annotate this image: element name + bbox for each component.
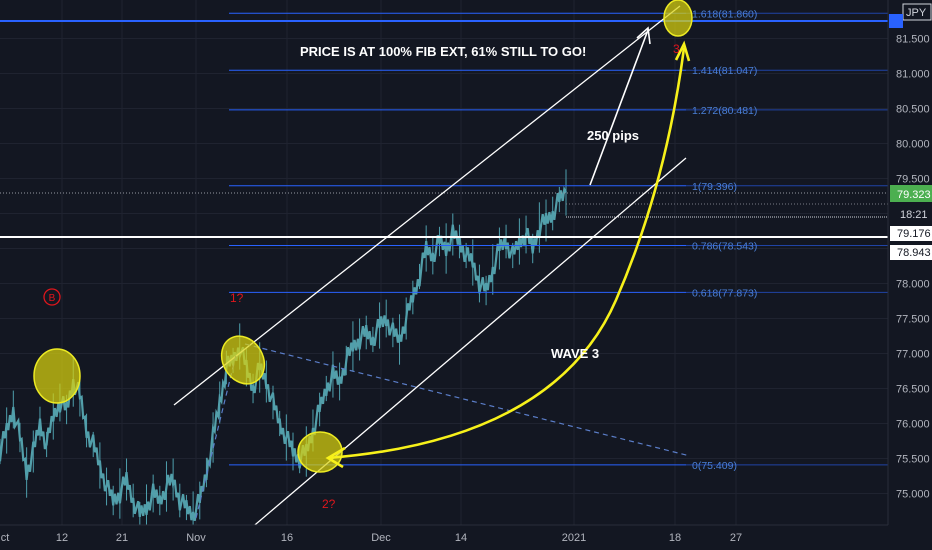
highlight-ellipse-w3 bbox=[663, 0, 693, 37]
symbol-tag-box[interactable] bbox=[902, 3, 932, 21]
time-axis-ticks: ct 12 21 Nov 16 Dec 14 2021 18 27 bbox=[1, 532, 742, 544]
fib-level-label: 1.414(81.047) bbox=[692, 65, 757, 77]
wave3-curve-arrow bbox=[327, 47, 686, 460]
dashed-wave1-line bbox=[195, 354, 237, 519]
price-axis-panel[interactable] bbox=[888, 0, 932, 525]
x-tick-label: 21 bbox=[116, 532, 128, 544]
level-b-tag: 78.943 bbox=[897, 247, 931, 259]
title-annotation: PRICE IS AT 100% FIB EXT, 61% STILL TO G… bbox=[300, 44, 586, 59]
y-tick-label: 77.000 bbox=[896, 349, 930, 361]
highlight-ellipse-w1 bbox=[220, 335, 266, 385]
symbol-tag[interactable]: JPY bbox=[906, 7, 927, 19]
wave3-arrow-head-top bbox=[674, 40, 691, 62]
y-tick-label: 81.000 bbox=[896, 69, 930, 81]
fib-level-label: 0.618(77.873) bbox=[692, 287, 757, 299]
x-tick-label: Nov bbox=[186, 532, 206, 544]
time-axis-panel[interactable] bbox=[0, 525, 932, 550]
grid-horizontal bbox=[0, 38, 888, 494]
current-price-tag: 79.323 bbox=[897, 189, 931, 201]
fib-level-label: 1(79.396) bbox=[692, 181, 737, 193]
price-series-line bbox=[0, 185, 567, 522]
dashed-downtrend-line bbox=[244, 343, 691, 457]
pips-arrow-head bbox=[636, 26, 651, 45]
x-tick-label: 27 bbox=[730, 532, 742, 544]
wave-label-3: 3 bbox=[673, 42, 680, 56]
y-tick-label: 75.000 bbox=[896, 489, 930, 501]
fib-level-label: 0.786(78.543) bbox=[692, 240, 757, 252]
countdown-tag: 18:21 bbox=[900, 209, 928, 221]
grid-vertical bbox=[61, 0, 737, 525]
channel-upper-line[interactable] bbox=[173, 5, 681, 406]
x-tick-label: ct bbox=[1, 532, 10, 544]
wave-label-b: B bbox=[49, 293, 56, 304]
wave3-arrow-head-bottom bbox=[325, 446, 346, 469]
level-a-tag: 79.176 bbox=[897, 228, 931, 240]
wave-label-2: 2? bbox=[322, 497, 336, 511]
fib-top-tag-box bbox=[889, 14, 903, 28]
y-tick-label: 75.500 bbox=[896, 454, 930, 466]
y-tick-label: 77.500 bbox=[896, 314, 930, 326]
x-tick-label: 18 bbox=[669, 532, 681, 544]
y-tick-label: 80.000 bbox=[896, 139, 930, 151]
y-tick-label: 80.500 bbox=[896, 104, 930, 116]
highlight-ellipse-b bbox=[33, 348, 81, 404]
fib-extension-levels: 1.618(81.860) 1.414(81.047) 1.272(80.481) 1… bbox=[229, 8, 888, 472]
fib-level-label: 1.618(81.860) bbox=[692, 8, 757, 20]
x-tick-label: 14 bbox=[455, 532, 467, 544]
y-tick-label: 81.500 bbox=[896, 34, 930, 46]
level-b-tag-box bbox=[890, 245, 932, 260]
x-tick-label: 12 bbox=[56, 532, 68, 544]
pips-arrow bbox=[589, 29, 649, 186]
level-a-tag-box bbox=[890, 226, 932, 241]
channel-lower-line[interactable] bbox=[235, 157, 687, 542]
wave-b-circle bbox=[43, 288, 61, 306]
x-tick-label: 16 bbox=[281, 532, 293, 544]
pips-annotation: 250 pips bbox=[587, 128, 639, 143]
countdown-tag-box bbox=[890, 205, 932, 222]
fib-level-label: 0(75.409) bbox=[692, 460, 737, 472]
y-tick-label: 76.000 bbox=[896, 419, 930, 431]
wave-annotation: WAVE 3 bbox=[551, 346, 599, 361]
y-tick-label: 78.000 bbox=[896, 279, 930, 291]
y-tick-label: 79.500 bbox=[896, 174, 930, 186]
fib-level-label: 1.272(80.481) bbox=[692, 105, 757, 117]
current-price-tag-box[interactable] bbox=[890, 185, 932, 202]
x-tick-label: 2021 bbox=[562, 532, 586, 544]
highlight-ellipse-w2 bbox=[297, 431, 343, 473]
wave-label-1: 1? bbox=[230, 291, 244, 305]
y-tick-label: 76.500 bbox=[896, 384, 930, 396]
x-tick-label: Dec bbox=[371, 532, 391, 544]
